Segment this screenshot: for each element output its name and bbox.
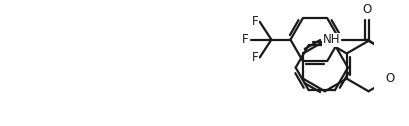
Text: F: F (242, 33, 248, 46)
Text: F: F (251, 15, 258, 28)
Text: NH: NH (322, 33, 340, 46)
Text: O: O (362, 3, 371, 16)
Text: F: F (251, 51, 258, 64)
Text: O: O (385, 72, 394, 85)
